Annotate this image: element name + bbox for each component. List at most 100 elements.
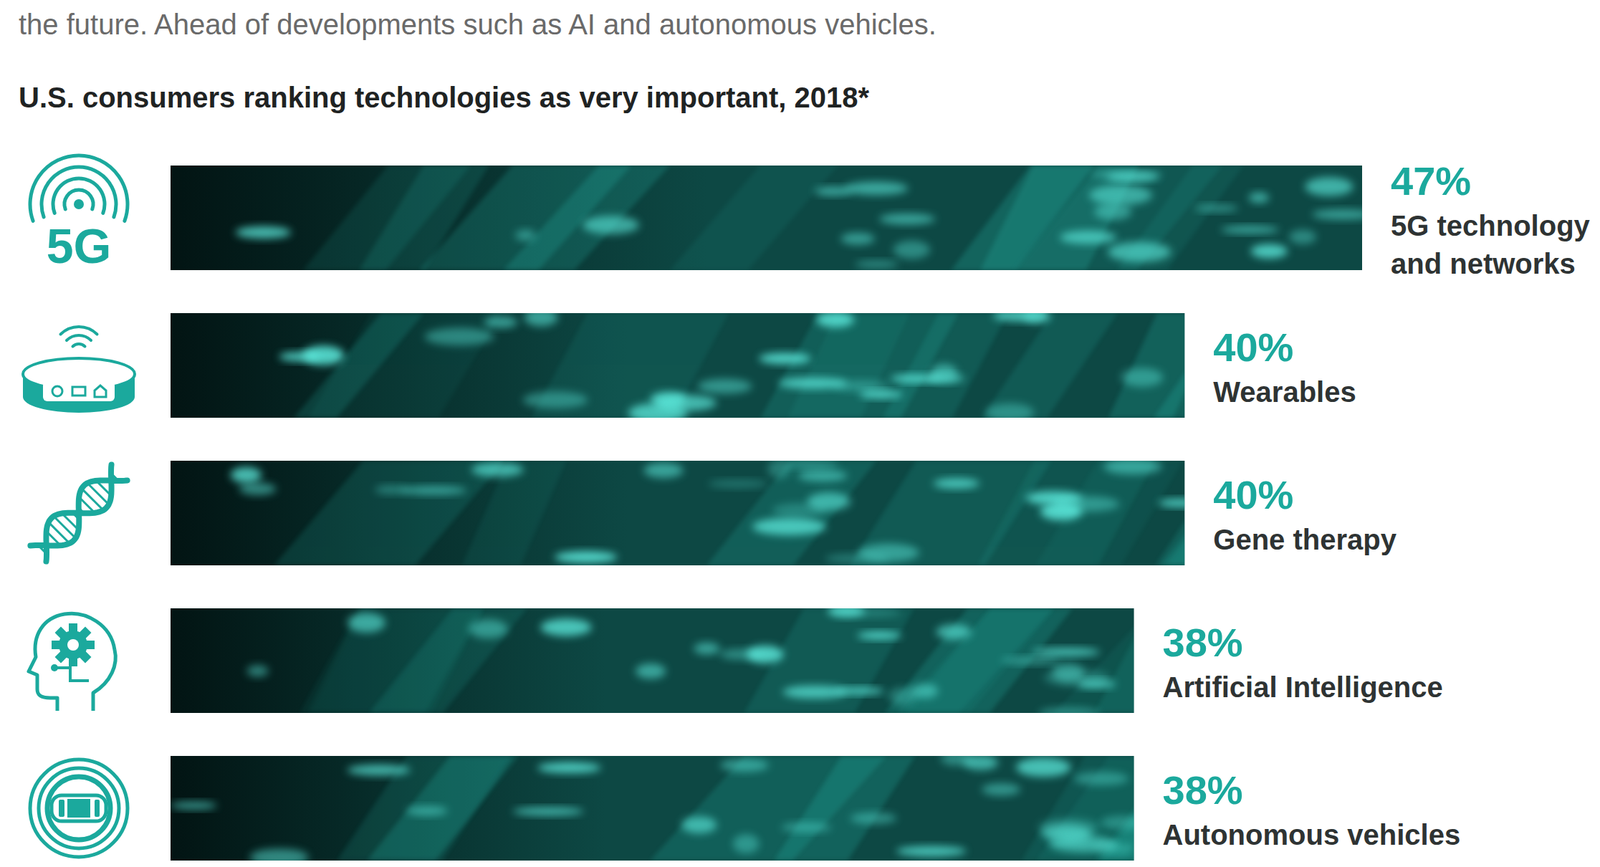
- bar-glint: [834, 687, 885, 695]
- bar-glint: [806, 492, 851, 511]
- bar-glint: [1157, 498, 1185, 507]
- bar-glint: [758, 352, 812, 364]
- bar-glint: [681, 816, 717, 834]
- bars: [170, 165, 1363, 867]
- icon-rung: [53, 516, 76, 539]
- bar-glint: [840, 232, 875, 246]
- bar-glint: [471, 462, 524, 477]
- category-label: Autonomous vehicles: [1162, 818, 1461, 851]
- bar-glint: [859, 390, 903, 399]
- icon-rung: [96, 480, 112, 496]
- labels: 47% 5G technology and networks 40% Wearables…: [1162, 158, 1591, 851]
- category-label: Wearables: [1213, 376, 1356, 408]
- bar-glint: [844, 181, 909, 196]
- bar-highlights: [170, 755, 1135, 861]
- icon-rung: [48, 522, 70, 544]
- icon-wave: [53, 178, 105, 213]
- bar-glint: [933, 478, 981, 489]
- icon-rung: [78, 508, 85, 514]
- bar: [170, 460, 1185, 566]
- bar-glint: [1194, 204, 1239, 213]
- icon-circuit: [57, 667, 89, 681]
- icon-screen: [42, 381, 115, 402]
- value-label: 40%: [1213, 472, 1294, 518]
- value-label: 38%: [1162, 619, 1244, 665]
- bar-glint: [1016, 757, 1072, 777]
- bar-streak: [1160, 460, 1185, 566]
- icons: 5G: [22, 155, 135, 857]
- bar-glint: [768, 460, 791, 478]
- icon-glyph: [72, 386, 86, 396]
- bar-group: [170, 605, 1292, 718]
- bar-glint: [513, 807, 584, 816]
- bar-glint: [1220, 225, 1279, 233]
- bar-glint: [1074, 771, 1129, 786]
- bar-glint: [1121, 368, 1164, 387]
- bar-glint: [936, 624, 972, 640]
- bar-glint: [985, 403, 1034, 418]
- bar-glint: [1311, 209, 1363, 220]
- bar-glint: [814, 187, 853, 196]
- category-label-line: 5G technology: [1390, 209, 1591, 242]
- icon-rung: [111, 473, 119, 481]
- icon: [22, 326, 135, 413]
- bar-glint: [635, 663, 666, 679]
- bar-glint: [854, 260, 899, 268]
- icon-gear-hole: [67, 639, 79, 651]
- bar-glint: [781, 822, 832, 832]
- bar-glint: [540, 618, 592, 636]
- icon-ring: [47, 776, 111, 840]
- bar-glint: [1100, 816, 1135, 830]
- bar-glint: [1289, 229, 1317, 244]
- icon-label: 5G: [46, 218, 112, 273]
- bar-glint: [1048, 835, 1118, 852]
- bar-glint: [347, 764, 411, 776]
- bar-streak: [669, 165, 838, 271]
- category-label-line: Wearables: [1213, 376, 1356, 408]
- bar-group: [170, 165, 1363, 271]
- bar-streak: [981, 313, 1118, 418]
- bar-glint: [849, 812, 897, 825]
- bar-glint: [235, 226, 291, 239]
- icon-wave: [73, 343, 86, 347]
- icon-wave: [66, 335, 91, 341]
- icon-rung: [72, 513, 79, 520]
- bar-streak: [358, 165, 489, 271]
- bar-streak: [369, 608, 528, 713]
- bar-highlights: [247, 608, 1135, 713]
- bar-glint: [582, 215, 640, 235]
- icon-glyph: [94, 385, 107, 397]
- bar-glint: [424, 328, 495, 346]
- icon: [30, 759, 128, 857]
- category-label: Artificial Intelligence: [1162, 671, 1444, 703]
- bar-streak: [1036, 460, 1183, 566]
- bar-glint: [910, 683, 938, 698]
- bar-glint: [515, 230, 536, 241]
- bar-glint: [523, 391, 589, 409]
- bar-glint: [827, 608, 865, 617]
- bar-glint: [778, 377, 847, 390]
- category-label: 5G technology and networks: [1390, 209, 1591, 280]
- bar-streak: [1094, 608, 1135, 713]
- bar-streak: [274, 460, 505, 566]
- bar-glint: [797, 470, 847, 482]
- icon-wave: [41, 166, 117, 218]
- icon-car-window: [58, 799, 65, 817]
- bar: [170, 755, 1135, 861]
- value-label: 38%: [1162, 767, 1244, 813]
- icon-car: [51, 795, 107, 822]
- icon-glyph: [52, 386, 63, 397]
- category-label-line: and networks: [1390, 247, 1576, 280]
- bar: [170, 165, 1363, 271]
- category-label: Gene therapy: [1213, 523, 1397, 556]
- subtitle: the future. Ahead of developments such a…: [18, 8, 937, 41]
- bar-glint: [1000, 657, 1060, 665]
- bar-glint: [654, 394, 717, 412]
- category-label-line: Gene therapy: [1213, 523, 1397, 556]
- bar-glint: [239, 482, 277, 496]
- icon-head: [28, 613, 116, 711]
- icon-strand: [27, 461, 131, 565]
- bar-glint: [927, 374, 965, 383]
- value-label: 47%: [1390, 158, 1472, 204]
- bar-glint: [406, 806, 448, 816]
